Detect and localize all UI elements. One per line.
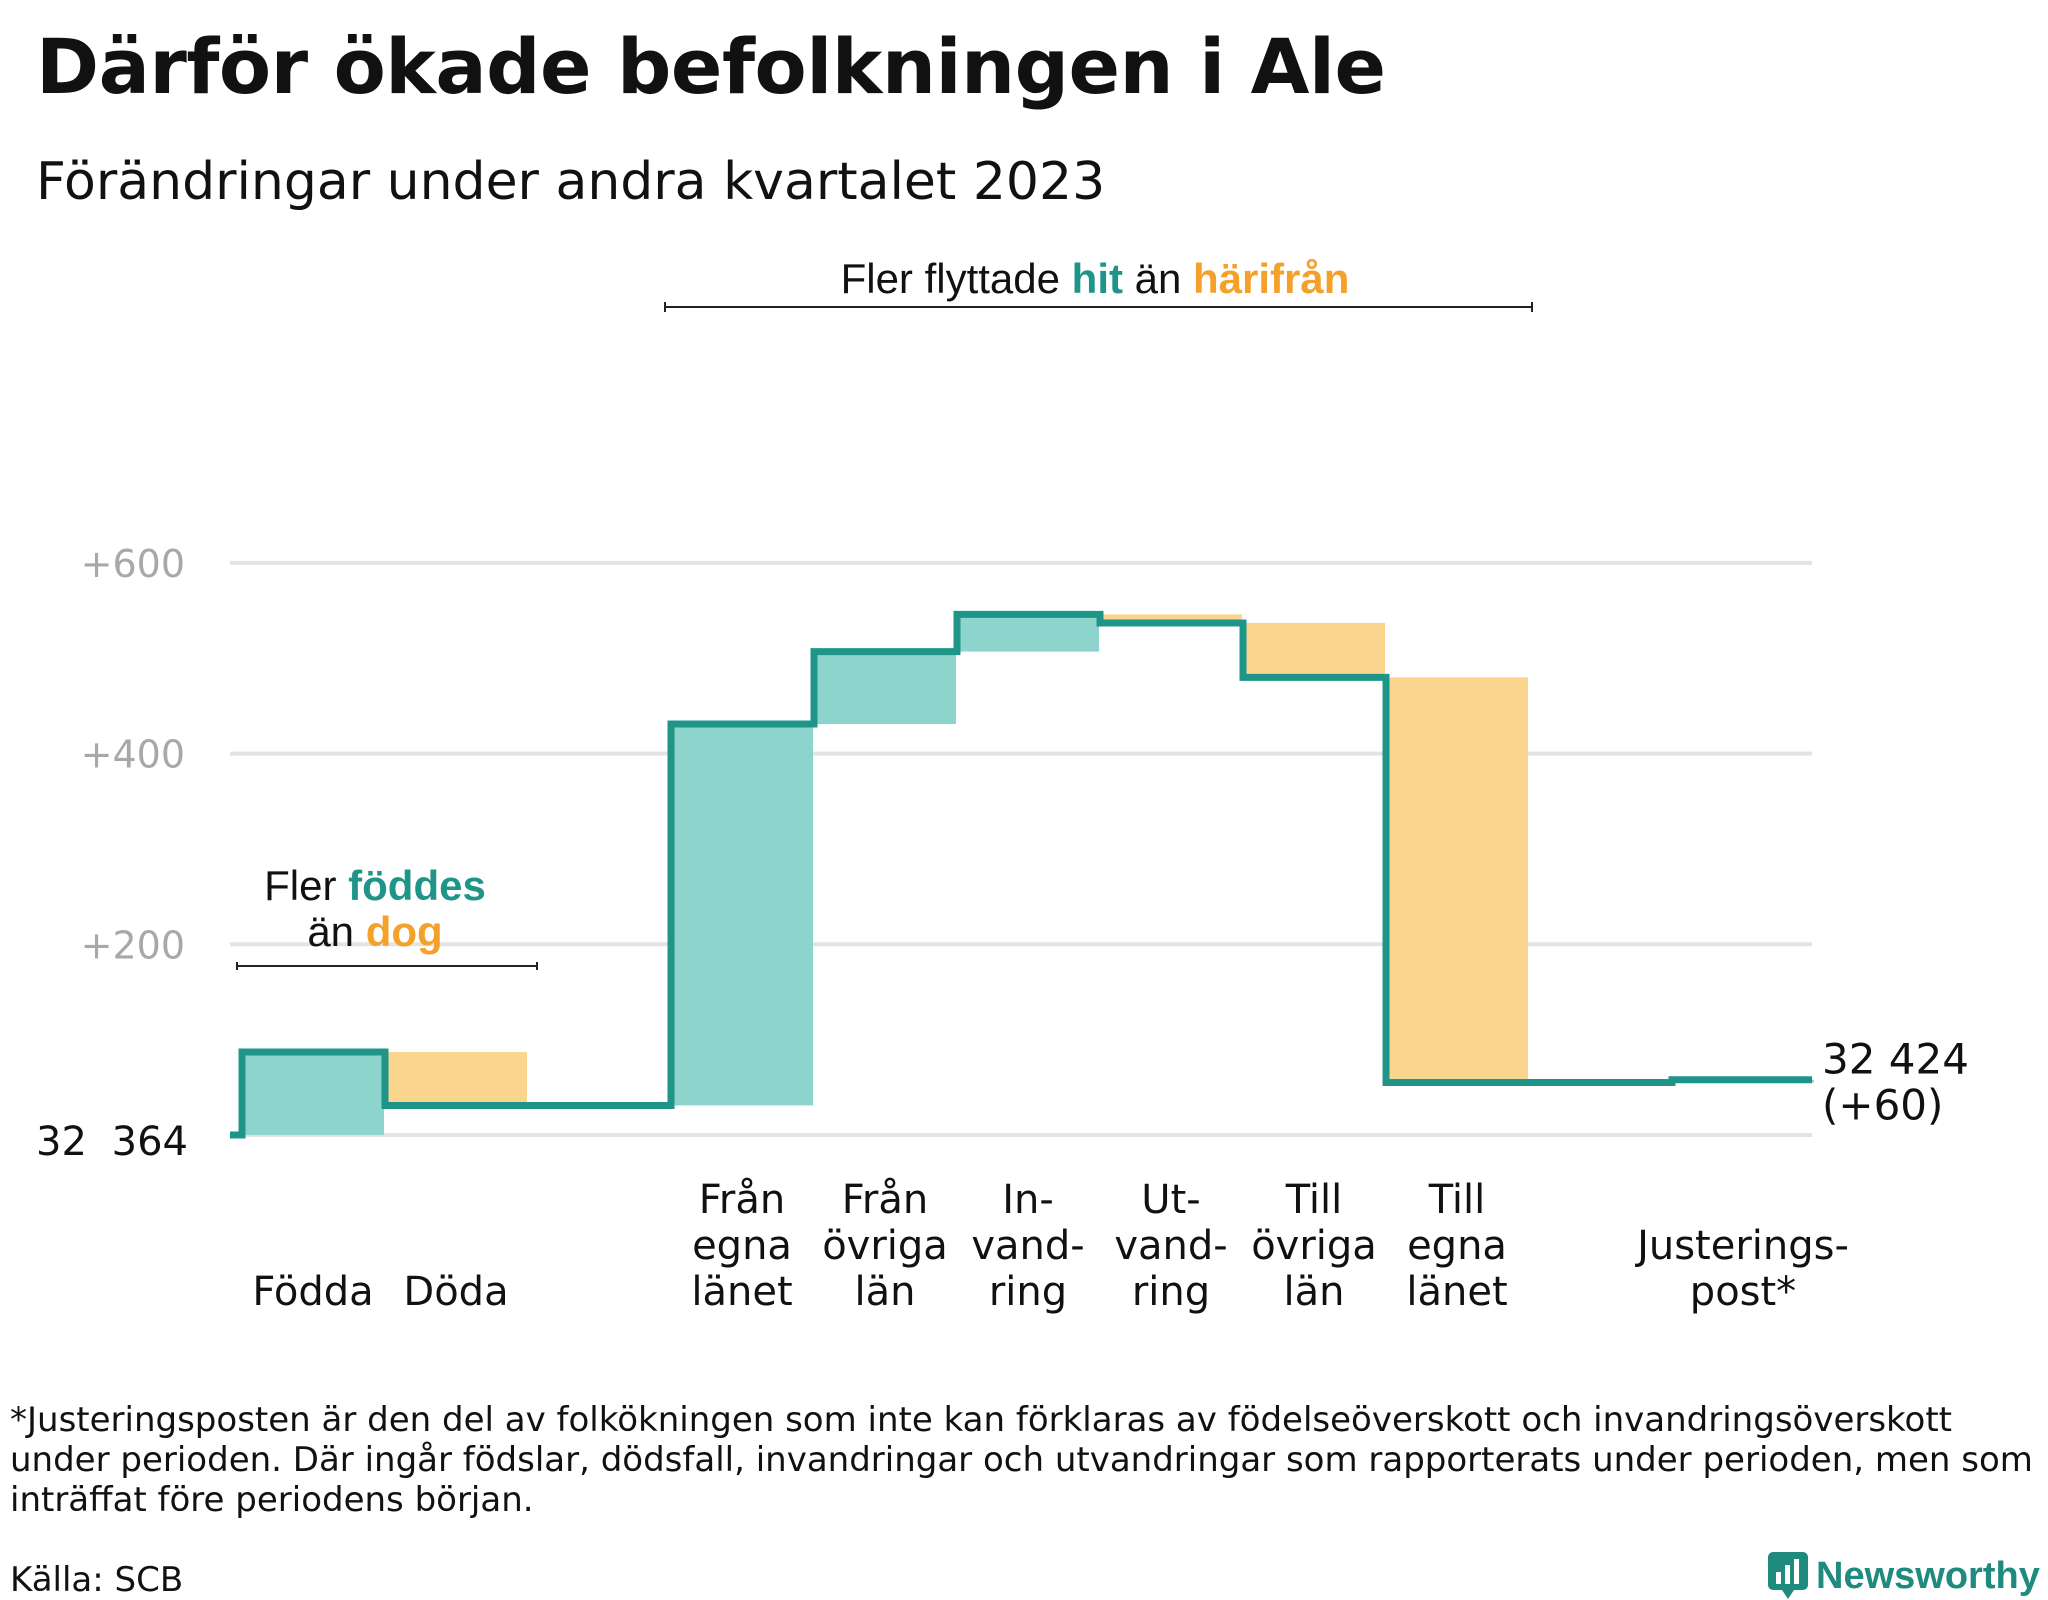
end-value-label: (+60) — [1822, 1081, 1943, 1130]
bars — [242, 614, 1814, 1135]
chart-title: Därför ökade befolkningen i Ale — [36, 22, 1386, 111]
category-label: Justerings- — [1634, 1223, 1849, 1269]
category-label: Från — [699, 1177, 785, 1223]
category-label: ring — [1132, 1269, 1210, 1315]
bar — [814, 651, 956, 725]
category-label: Döda — [403, 1269, 508, 1315]
category-label: län — [1284, 1269, 1345, 1315]
start-value-label: 32 — [36, 1119, 87, 1165]
category-label: Till — [1285, 1177, 1343, 1223]
brand-logo: Newsworthy — [1768, 1552, 2040, 1600]
category-label: ring — [989, 1269, 1067, 1315]
annotation-births-line2: än dog — [307, 908, 442, 955]
annotation-births-line1: Fler föddes — [264, 862, 486, 909]
category-label: övriga — [1251, 1223, 1377, 1269]
category-label: vand- — [971, 1223, 1084, 1269]
step-line-group — [230, 610, 1812, 1139]
category-label: länet — [1406, 1269, 1507, 1315]
annotation-migration-bracket — [664, 302, 1533, 312]
y-tick-label: +400 — [81, 733, 185, 777]
category-label: Ut- — [1141, 1177, 1200, 1223]
category-label: egna — [692, 1223, 792, 1269]
bar — [1386, 677, 1528, 1083]
category-label: län — [855, 1269, 916, 1315]
category-label: vand- — [1114, 1223, 1227, 1269]
y-tick-label: +600 — [81, 542, 185, 586]
category-label: post* — [1690, 1269, 1796, 1315]
y-tick-label: +200 — [81, 923, 185, 967]
bar — [957, 614, 1099, 652]
bar — [1100, 614, 1242, 623]
annotation-migration: Fler flyttade hit än härifrån — [841, 255, 1350, 302]
category-label: Födda — [252, 1269, 373, 1315]
category-label: länet — [691, 1269, 792, 1315]
bar — [242, 1052, 384, 1135]
annotation-births-bracket — [236, 962, 538, 970]
source: Källa: SCB — [10, 1560, 184, 1600]
step-line — [230, 610, 1812, 1139]
category-label: Till — [1428, 1177, 1486, 1223]
footnote: *Justeringsposten är den del av folkökni… — [10, 1400, 2033, 1520]
category-label: Från — [842, 1177, 928, 1223]
bar — [1243, 622, 1385, 678]
bar — [385, 1052, 527, 1106]
grid-lines — [230, 560, 1812, 1137]
start-value-label: 364 — [112, 1119, 188, 1165]
category-label: egna — [1407, 1223, 1507, 1269]
category-label: In- — [1002, 1177, 1054, 1223]
category-label: övriga — [822, 1223, 948, 1269]
chart-subtitle: Förändringar under andra kvartalet 2023 — [36, 152, 1106, 212]
end-value-label: 32 424 — [1822, 1035, 1969, 1084]
newsworthy-icon — [1768, 1552, 1808, 1599]
bar — [671, 724, 813, 1106]
brand-name: Newsworthy — [1816, 1554, 2040, 1597]
